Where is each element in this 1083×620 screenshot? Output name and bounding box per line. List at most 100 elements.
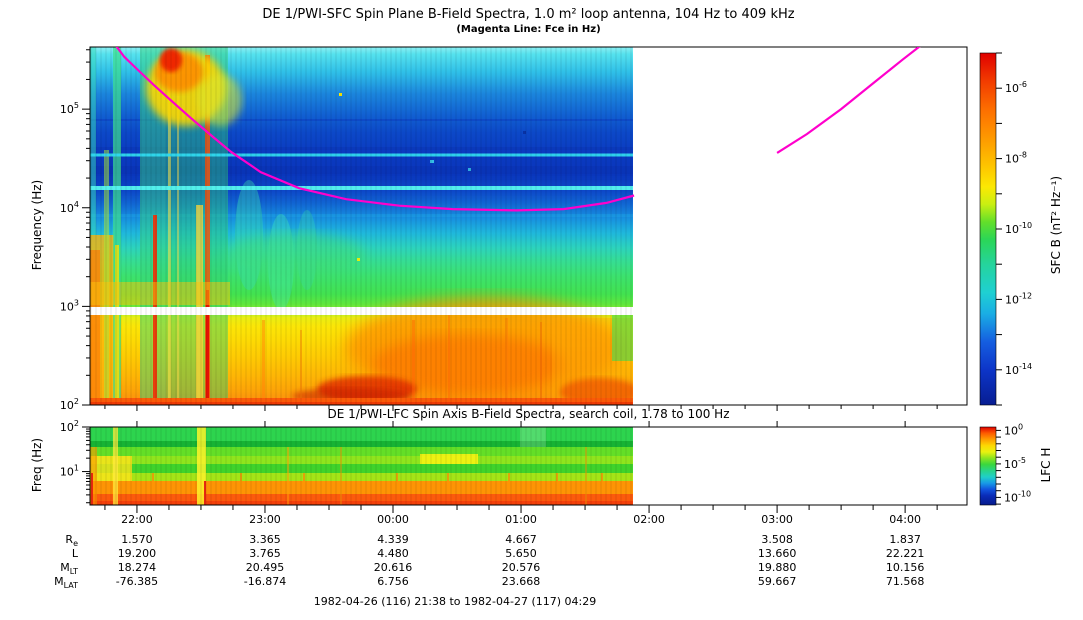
time-tick-label: 02:00 [633,513,665,526]
ephemeris-value: 23.668 [502,575,541,588]
lfc-freq-tick-label-el: 10 [60,421,74,434]
ephemeris-value: 19.880 [758,561,797,574]
lfc-colorbar-tick-label: 10-10 [1004,489,1031,504]
lfc-panel-title: DE 1/PWI-LFC Spin Axis B-Field Spectra, … [327,407,730,421]
sfc-colorbar-tick-label-el: 10 [1005,153,1019,166]
sfc-heatmap [90,47,633,405]
sfc-colorbar-tick-label-el: -10 [1019,221,1032,230]
sfc-colorbar [979,52,997,406]
ephemeris-value: 4.480 [377,547,409,560]
ephemeris-value: 5.650 [505,547,537,560]
sfc-colorbar-tick-label-el: -14 [1019,362,1032,371]
ephemeris-value: 71.568 [886,575,925,588]
sfc-freq-tick-label-el: 4 [74,200,79,209]
lfc-colorbar-tick-label-el: 10 [1004,424,1018,437]
sfc-colorbar-tick-label: 10-6 [1005,80,1027,95]
sfc-colorbar-tick-label-el: 10 [1005,293,1019,306]
ephemeris-value: 20.616 [374,561,413,574]
sfc-panel-border [89,46,968,406]
ephemeris-value: -16.874 [244,575,286,588]
sfc-freq-tick-label-el: 3 [74,298,79,307]
lfc-colorbar-tick-label: 10-5 [1004,456,1026,471]
ephemeris-value: 4.667 [505,533,537,546]
sfc-freq-tick-label: 105 [60,101,79,116]
sfc-freq-tick-label: 102 [60,397,79,412]
axis-tick-labels: 22:00 23:00 00:00 01:00 02:00 03:00 04:0010510… [60,80,1032,526]
sfc-freq-tick-label-el: 2 [74,397,79,406]
sfc-colorbar-tick-label: 10-12 [1005,291,1032,306]
lfc-colorbar-tick-label-el: -10 [1018,489,1031,498]
ephemeris-row-label: L [72,547,79,560]
ephemeris-value: 1.570 [121,533,153,546]
ephemeris-row-label: Re [65,533,78,548]
ephemeris-value: 4.339 [377,533,409,546]
sfc-colorbar-tick-label-el: -12 [1019,291,1032,300]
sfc-freq-tick-label: 103 [60,298,79,313]
sfc-colorbar-tick-label: 10-8 [1005,151,1027,166]
axis-ticks [82,49,1002,513]
ephemeris-row-label-el: LT [70,567,78,576]
sfc-colorbar-tick-label: 10-14 [1005,362,1032,377]
fce-line [115,47,921,212]
ephemeris-table: Re 1.570 3.365 4.339 4.667 3.508 1.837 L 19.200 3… [54,533,924,590]
lfc-freq-tick-label-el: 10 [60,466,74,479]
sfc-colorbar-tick-label: 10-10 [1005,221,1032,236]
sfc-colorbar-tick-label-el: 10 [1005,82,1019,95]
fce-line-segment [776,47,921,154]
lfc-colorbar [979,426,997,506]
sfc-freq-tick-label-el: 10 [60,399,74,412]
lfc-freq-tick-label-el: 1 [74,464,79,473]
sfc-freq-tick-label-el: 10 [60,103,74,116]
time-tick-label: 00:00 [377,513,409,526]
ephemeris-row-label-el: L [72,547,79,560]
ephemeris-value: 3.508 [761,533,793,546]
sfc-colorbar-tick-label-el: 10 [1005,364,1019,377]
time-tick-label: 22:00 [121,513,153,526]
ephemeris-row-label-el: M [54,575,64,588]
ephemeris-value: 59.667 [758,575,797,588]
ephemeris-value: 10.156 [886,561,925,574]
ephemeris-value: 3.365 [249,533,281,546]
lfc-freq-tick-label-el: 2 [74,419,79,428]
ephemeris-value: 18.274 [118,561,157,574]
ephemeris-row-label: MLT [60,561,78,576]
chart-subtitle: (Magenta Line: Fce in Hz) [456,24,601,35]
lfc-colorbar-tick-label-el: 0 [1018,422,1023,431]
ephemeris-value: 20.495 [246,561,285,574]
lfc-colorbar-tick-label-el: 10 [1004,491,1018,504]
generated-annotations: 22:00 23:00 00:00 01:00 02:00 03:00 04:0010510… [54,47,1032,590]
time-tick-label: 23:00 [249,513,281,526]
lfc-heatmap-el [90,427,633,505]
ephemeris-value: 22.221 [886,547,925,560]
sfc-heatmap-el [90,47,633,405]
sfc-freq-tick-label: 104 [60,200,79,215]
ephemeris-row-label-el: M [60,561,70,574]
time-tick-label: 04:00 [889,513,921,526]
sfc-freq-tick-label-el: 10 [60,202,74,215]
ephemeris-value: 6.756 [377,575,409,588]
chart-title: DE 1/PWI-SFC Spin Plane B-Field Spectra,… [262,7,795,22]
ephemeris-row-label-el: e [73,539,78,548]
sfc-colorbar-tick-label-el: -6 [1019,80,1027,89]
lfc-heatmap [90,427,633,505]
lfc-colorbar-tick-label: 100 [1004,422,1023,437]
sfc-freq-tick-label-el: 10 [60,300,74,313]
ephemeris-value: 13.660 [758,547,797,560]
ephemeris-value: 3.765 [249,547,281,560]
sfc-freq-tick-label-el: 5 [74,101,79,110]
lfc-colorbar-tick-label-el: 10 [1004,458,1018,471]
ephemeris-row-label-el: LAT [64,581,78,590]
sfc-colorbar-tick-label-el: -8 [1019,151,1027,160]
ephemeris-value: 20.576 [502,561,541,574]
time-range-footer: 1982-04-26 (116) 21:38 to 1982-04-27 (11… [313,595,597,608]
ephemeris-value: 1.837 [889,533,921,546]
fce-line-segment [115,47,635,212]
lfc-panel-border [89,426,968,506]
time-tick-label: 03:00 [761,513,793,526]
sfc-colorbar-tick-label-el: 10 [1005,223,1019,236]
ephemeris-value: -76.385 [116,575,158,588]
ephemeris-value: 19.200 [118,547,157,560]
lfc-colorbar-tick-label-el: -5 [1018,456,1026,465]
